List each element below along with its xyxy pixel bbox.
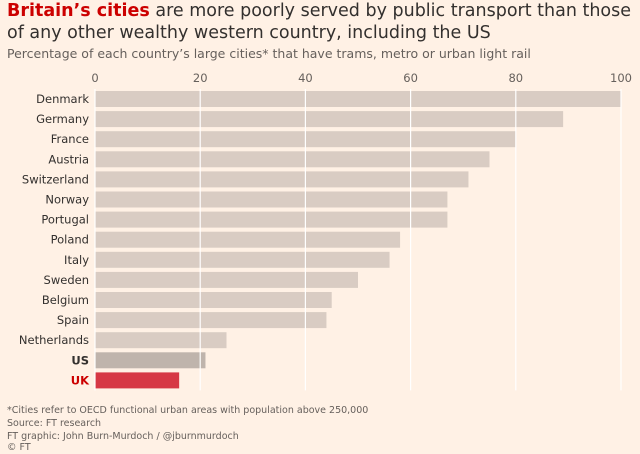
- category-label-norway: Norway: [45, 193, 89, 207]
- bar-belgium: [95, 292, 332, 308]
- category-label-uk: UK: [71, 373, 90, 387]
- bar-italy: [95, 251, 390, 268]
- category-label-germany: Germany: [36, 112, 89, 126]
- category-label-portugal: Portugal: [41, 213, 89, 227]
- category-label-us: US: [71, 353, 89, 367]
- category-label-austria: Austria: [48, 152, 89, 166]
- copyright-note: © FT: [7, 442, 31, 453]
- bar-poland: [95, 231, 401, 248]
- category-label-italy: Italy: [64, 253, 89, 267]
- bar-austria: [95, 151, 490, 168]
- tick-label-60: 60: [403, 71, 418, 85]
- category-label-poland: Poland: [51, 233, 89, 247]
- title-rest: are more poorly served by public transpo…: [7, 1, 632, 43]
- tick-label-40: 40: [298, 71, 313, 85]
- chart-subtitle: Percentage of each country’s large citie…: [7, 46, 531, 61]
- category-label-switzerland: Switzerland: [22, 172, 89, 186]
- tick-label-0: 0: [91, 71, 98, 85]
- bar-spain: [95, 312, 327, 329]
- bar-netherlands: [95, 332, 227, 349]
- bar-denmark: [95, 91, 621, 107]
- category-label-sweden: Sweden: [44, 273, 89, 287]
- chart-title: Britain’s cities are more poorly served …: [7, 0, 637, 44]
- tick-label-20: 20: [193, 71, 208, 85]
- bar-switzerland: [95, 171, 469, 188]
- tick-label-100: 100: [610, 71, 632, 85]
- category-label-denmark: Denmark: [36, 92, 89, 106]
- bar-germany: [95, 111, 564, 128]
- bar-norway: [95, 191, 448, 208]
- source-note: Source: FT research: [7, 418, 102, 429]
- bar-uk: [95, 372, 180, 389]
- title-highlight: Britain’s cities: [7, 1, 150, 21]
- credit-note: FT graphic: John Burn-Murdoch / @jburnmu…: [7, 431, 239, 442]
- bar-us: [95, 352, 206, 369]
- category-label-france: France: [51, 132, 89, 146]
- bar-chart: Denmark Germany France Austria Switzerland No…: [19, 71, 632, 391]
- tick-label-80: 80: [508, 71, 523, 85]
- footnote: *Cities refer to OECD functional urban a…: [7, 405, 369, 416]
- category-label-belgium: Belgium: [42, 293, 89, 307]
- category-label-netherlands: Netherlands: [19, 333, 89, 347]
- bar-portugal: [95, 211, 448, 228]
- bar-sweden: [95, 271, 358, 288]
- category-label-spain: Spain: [57, 313, 89, 327]
